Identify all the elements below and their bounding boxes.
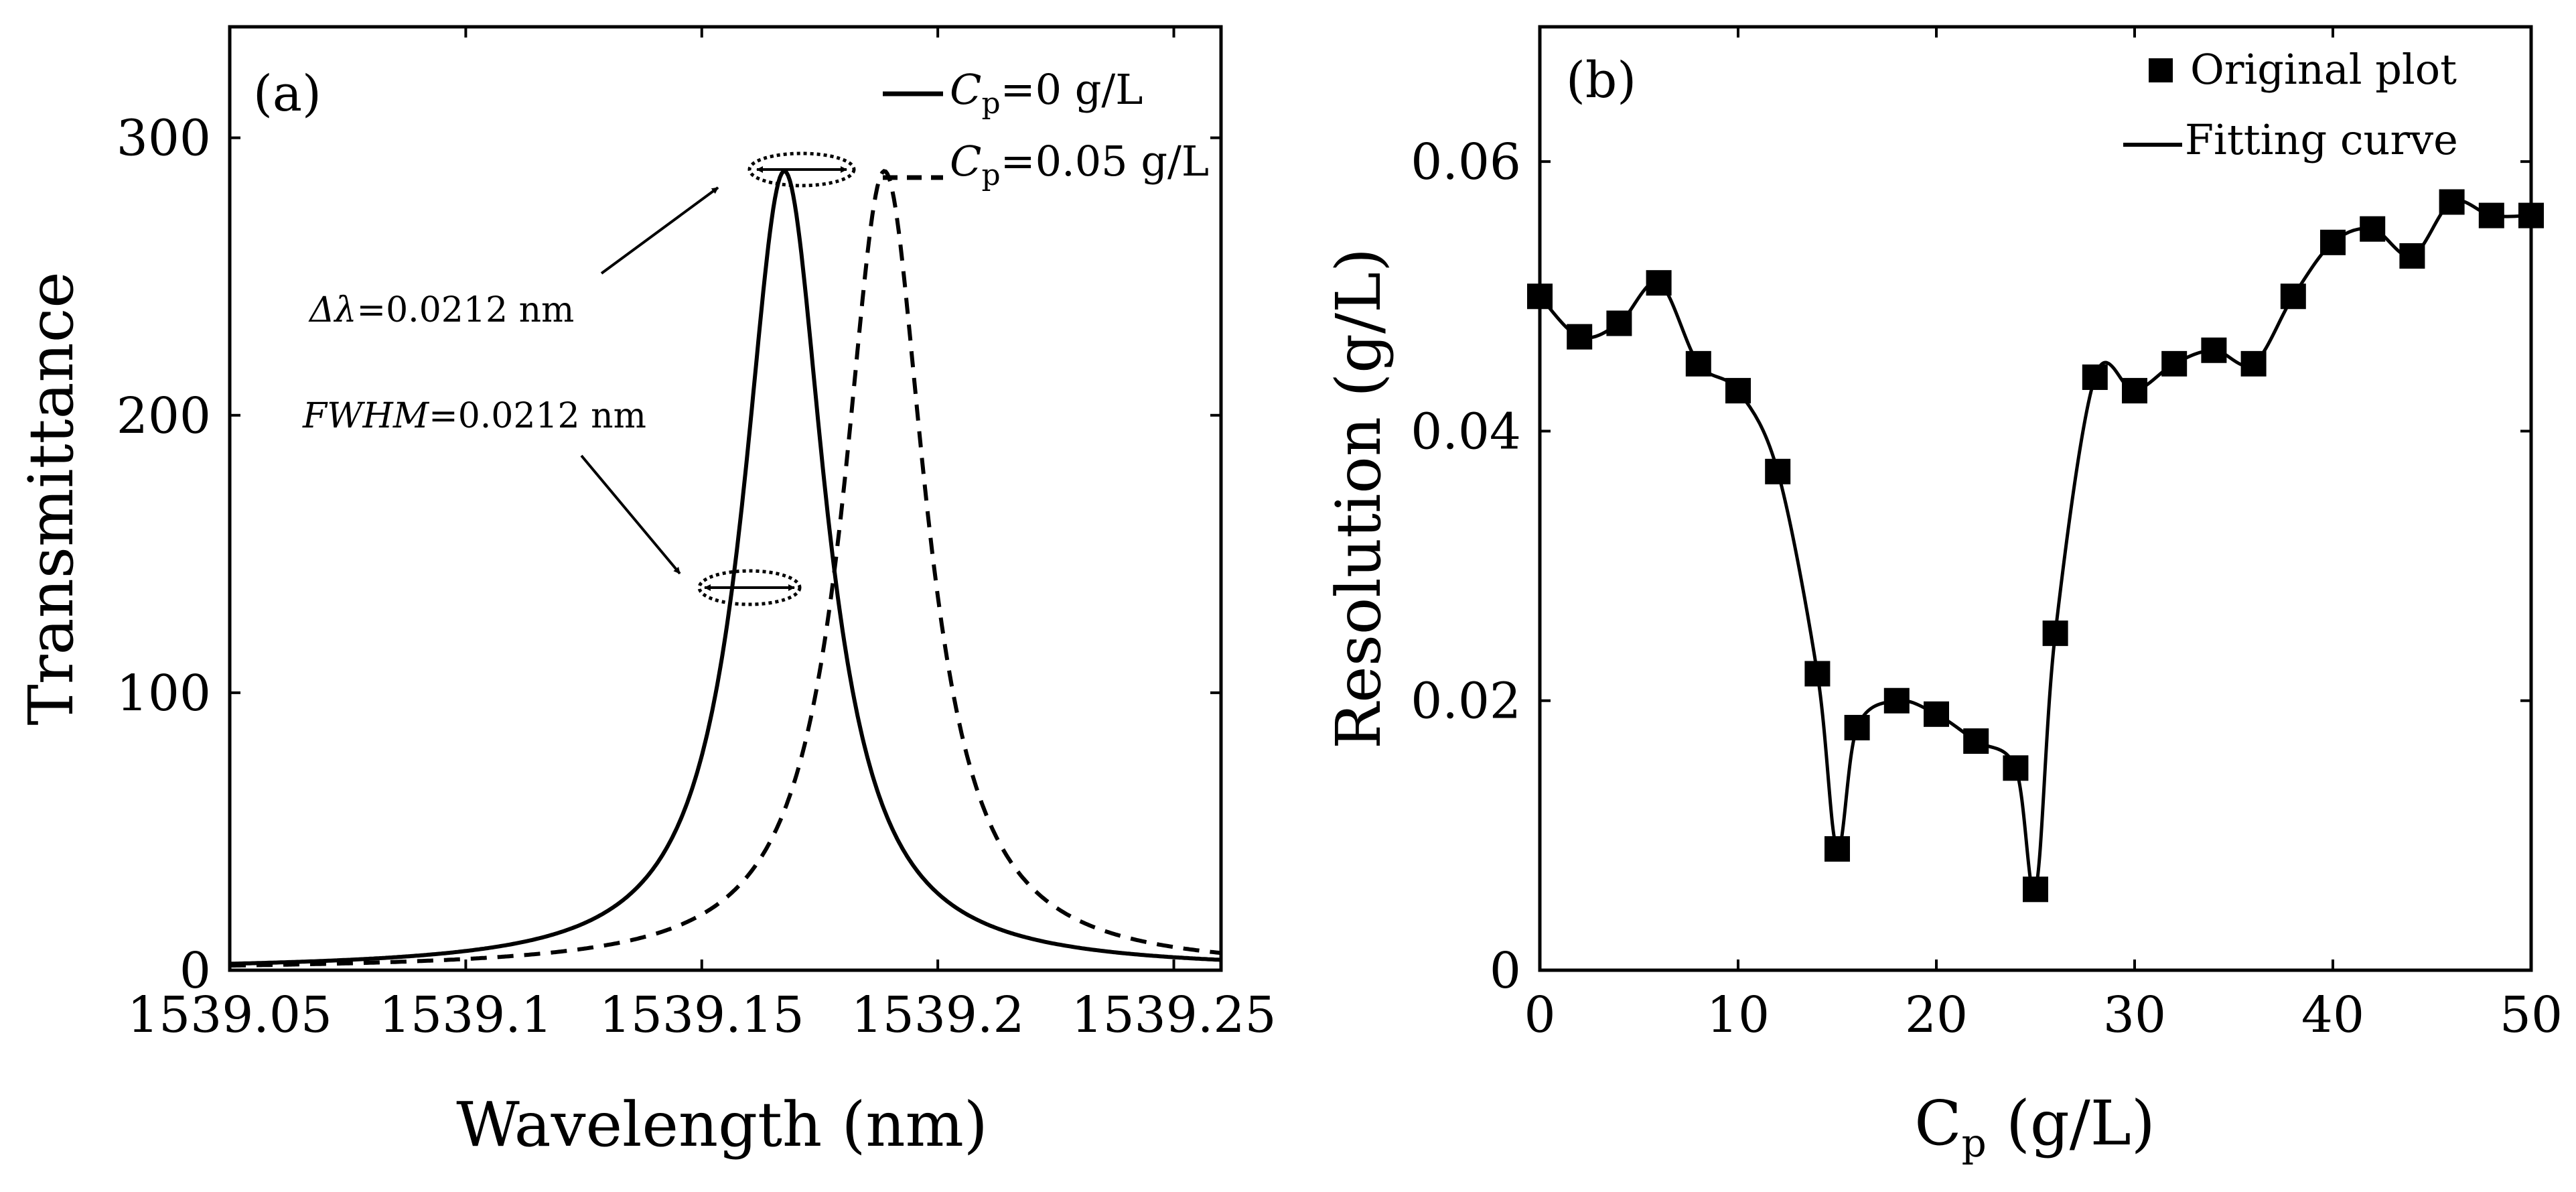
panel-b-legend: Original plot Fitting curve <box>2123 45 2458 164</box>
panel-b-label: (b) <box>1566 52 1636 109</box>
legend-square-marker <box>2149 58 2173 82</box>
data-point <box>2399 243 2425 269</box>
data-point <box>2161 350 2188 377</box>
data-point <box>2201 337 2227 363</box>
legend-cp005-symbol: C <box>950 137 981 186</box>
shift-annotation: Δλ=0.0212 nm <box>308 290 574 330</box>
legend-cp005-rest: =0.05 g/L <box>1001 137 1209 186</box>
panel-b-xlabel: Cp (g/L) <box>1914 1087 2155 1166</box>
y-tick-label: 100 <box>117 665 211 722</box>
legend-fitting-curve: Fitting curve <box>2185 115 2458 164</box>
data-point <box>2082 364 2108 390</box>
fitting-curve-line <box>1539 198 2532 894</box>
series-cp0-line <box>229 169 1222 966</box>
data-point <box>2240 350 2267 377</box>
panel-a-curves <box>229 169 1222 968</box>
fwhm-value: =0.0212 nm <box>429 396 646 436</box>
data-point <box>2518 202 2544 228</box>
panel-b-xlabel-sub: p <box>1962 1120 1987 1166</box>
legend-entry-cp0: Cp=0 g/L <box>950 65 1143 121</box>
data-point <box>2320 229 2346 255</box>
y-tick-label: 200 <box>117 387 211 445</box>
x-tick-label: 1539.25 <box>1072 986 1277 1044</box>
legend-cp0-symbol: C <box>950 65 981 114</box>
x-tick-label: 1539.15 <box>599 986 804 1044</box>
data-point <box>1567 324 1593 350</box>
data-point <box>2360 216 2386 242</box>
data-point <box>1646 270 1672 296</box>
data-point <box>1924 701 1949 727</box>
data-point <box>1844 714 1870 740</box>
fwhm-ellipse <box>697 569 802 606</box>
legend-entry-cp005: Cp=0.05 g/L <box>950 137 1209 192</box>
panel-a-xlabel: Wavelength (nm) <box>456 1089 988 1161</box>
fwhm-symbol: FWHM <box>302 396 430 436</box>
data-point <box>2478 202 2504 228</box>
data-point <box>1804 661 1831 687</box>
fwhm-annotation: FWHM=0.0212 nm <box>302 396 646 436</box>
x-tick-label: 0 <box>1524 986 1555 1044</box>
data-point <box>1725 378 1751 404</box>
panel-a-label: (a) <box>253 65 321 123</box>
panel-b-frame <box>1538 25 2533 972</box>
data-point <box>1883 687 1910 714</box>
panel-b-xlabel-rest: (g/L) <box>1987 1087 2155 1159</box>
x-tick-label: 20 <box>1905 986 1968 1044</box>
data-point <box>1606 310 1632 336</box>
panel-a-ticks: 1539.05 1539.1 1539.15 1539.2 1539.25 0 100 200… <box>117 27 1277 1044</box>
panel-b: 0 10 20 30 40 50 0 0.02 0.04 0.06 (b) Original pl… <box>1323 25 2563 1166</box>
series-cp005-line <box>229 169 1222 968</box>
peak-shift-ellipse <box>747 151 856 188</box>
data-point <box>1685 350 1711 377</box>
legend-cp0-rest: =0 g/L <box>1001 65 1143 114</box>
data-point <box>1527 283 1553 310</box>
shift-value: =0.0212 nm <box>357 290 575 330</box>
panel-a-frame <box>228 25 1223 972</box>
data-point <box>2280 283 2306 310</box>
panel-b-markers <box>1527 189 2544 903</box>
legend-cp0-sub: p <box>981 86 1000 121</box>
panel-b-curve <box>1539 198 2532 894</box>
y-tick-label: 0.04 <box>1411 403 1521 460</box>
y-tick-label: 0.06 <box>1411 133 1521 191</box>
data-point <box>2023 876 2048 903</box>
x-tick-label: 1539.2 <box>851 986 1025 1044</box>
x-tick-label: 1539.1 <box>379 986 553 1044</box>
panel-a: 1539.05 1539.1 1539.15 1539.2 1539.25 0 100 200… <box>15 25 1277 1161</box>
x-tick-label: 50 <box>2500 986 2563 1044</box>
y-tick-label: 0 <box>180 942 211 1000</box>
fwhm-pointer-arrow <box>580 454 681 575</box>
data-point <box>1963 728 1989 754</box>
legend-original-plot: Original plot <box>2190 45 2457 94</box>
legend-cp005-sub: p <box>981 158 1000 192</box>
x-tick-label: 30 <box>2103 986 2166 1044</box>
data-point <box>2042 620 2068 647</box>
panel-a-legend: Cp=0 g/L Cp=0.05 g/L <box>883 65 1209 192</box>
shift-symbol: Δλ <box>308 290 357 330</box>
shift-pointer-arrow <box>600 186 719 275</box>
data-point <box>1824 836 1850 862</box>
panel-b-ticks: 0 10 20 30 40 50 0 0.02 0.04 0.06 <box>1411 27 2563 1044</box>
x-tick-label: 10 <box>1707 986 1770 1044</box>
data-point <box>1765 458 1791 484</box>
panel-a-annotations: Δλ=0.0212 nm FWHM=0.0212 nm <box>302 151 856 606</box>
y-tick-label: 0.02 <box>1411 673 1521 730</box>
x-tick-label: 1539.05 <box>127 986 332 1044</box>
panel-b-xlabel-symbol: C <box>1914 1087 1961 1159</box>
panel-b-ylabel: Resolution (g/L) <box>1323 248 1394 749</box>
panel-a-ylabel: Transmittance <box>15 271 87 725</box>
y-tick-label: 300 <box>117 110 211 168</box>
data-point <box>2439 189 2465 215</box>
y-tick-label: 0 <box>1490 942 1521 1000</box>
data-point <box>2122 378 2147 404</box>
data-point <box>2003 755 2029 781</box>
x-tick-label: 40 <box>2301 986 2364 1044</box>
